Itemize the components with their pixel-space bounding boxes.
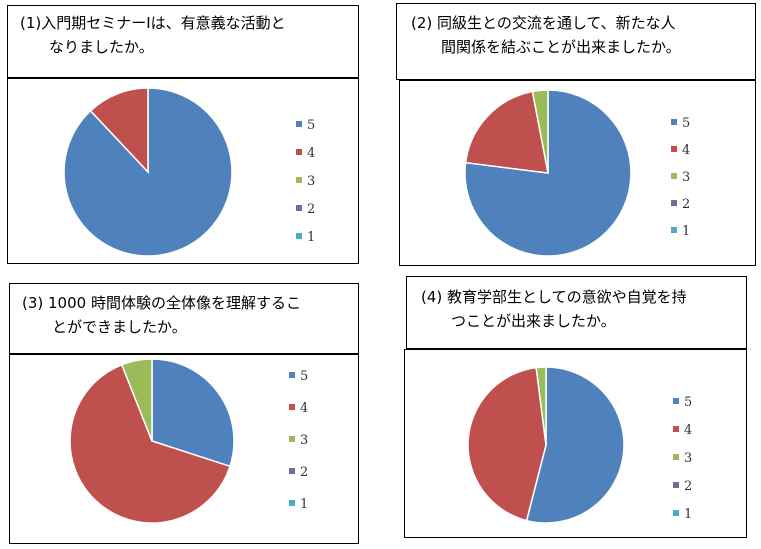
legend-swatch-3 (289, 436, 295, 442)
legend-label-4: 4 (300, 401, 308, 416)
question-2-box: (2) 同級生との交流を通して、新たな人 間関係を結ぶことが出来ましたか。 (396, 3, 756, 80)
legend-swatch-2 (671, 200, 677, 206)
legend-label-3: 3 (682, 170, 690, 185)
pie-slice-4 (69, 363, 231, 524)
legend-swatch-2 (673, 482, 679, 488)
legend-swatch-1 (673, 510, 679, 516)
legend-swatch-4 (671, 146, 677, 152)
pie-chart-3: 5 4 3 2 1 (69, 358, 308, 524)
legend-label-1: 1 (684, 507, 692, 522)
pie-chart-4: 5 4 3 2 1 (467, 366, 692, 524)
legend-swatch-1 (296, 233, 302, 239)
question-2-line1: (2) 同級生との交流を通して、新たな人 (411, 14, 676, 32)
legend-swatch-5 (289, 372, 295, 378)
pie-slice-4 (464, 90, 549, 174)
legend-swatch-3 (673, 454, 679, 460)
legend-label-5: 5 (307, 118, 315, 133)
question-3-box: (3) 1000 時間体験の全体像を理解するこ とができましたか。 (9, 283, 359, 354)
legend-swatch-5 (671, 119, 677, 125)
legend-label-4: 4 (307, 146, 315, 161)
legend-swatch-4 (296, 149, 302, 155)
legend-label-1: 1 (307, 230, 315, 245)
legend-label-4: 4 (682, 143, 690, 158)
question-1-box: (1)入門期セミナーⅠは、有意義な活動と なりましたか。 (7, 5, 359, 78)
legend-swatch-2 (296, 205, 302, 211)
pie-chart-1: 5 4 3 2 1 (63, 87, 315, 257)
pie-slice-4 (467, 366, 547, 522)
legend-label-5: 5 (300, 369, 308, 384)
question-1-line1: (1)入門期セミナーⅠは、有意義な活動と (20, 14, 286, 32)
pie-slice-5 (151, 358, 235, 468)
legend-label-1: 1 (682, 224, 690, 239)
question-2-line2: 間関係を結ぶことが出来ましたか。 (441, 38, 681, 56)
question-1-line2: なりましたか。 (49, 38, 154, 56)
legend-label-1: 1 (300, 497, 308, 512)
legend-swatch-1 (671, 227, 677, 233)
question-4-box: (4) 教育学部生としての意欲や自覚を持 つことが出来ましたか。 (406, 276, 747, 349)
question-3-line1: (3) 1000 時間体験の全体像を理解するこ (22, 294, 301, 312)
pie-slice-3 (531, 89, 549, 174)
legend-swatch-4 (673, 426, 679, 432)
pie-slice-3 (535, 366, 547, 446)
pie-chart-2: 5 4 3 2 1 (464, 89, 690, 257)
pie-slice-4 (89, 87, 149, 174)
pie-slice-5 (525, 366, 625, 524)
legend-label-4: 4 (684, 423, 692, 438)
legend-label-3: 3 (300, 433, 308, 448)
pie-slice-3 (120, 358, 153, 442)
legend-label-3: 3 (684, 451, 692, 466)
legend-swatch-5 (673, 398, 679, 404)
legend-label-2: 2 (684, 479, 692, 494)
legend-label-2: 2 (682, 197, 690, 212)
question-4-line1: (4) 教育学部生としての意欲や自覚を持 (421, 288, 687, 306)
legend-swatch-2 (289, 468, 295, 474)
legend-label-2: 2 (300, 465, 308, 480)
question-3-line2: とができましたか。 (52, 318, 187, 336)
legend-label-3: 3 (307, 174, 315, 189)
legend-swatch-5 (296, 121, 302, 127)
legend-label-5: 5 (684, 395, 692, 410)
pie-slice-5 (63, 87, 233, 257)
legend-label-2: 2 (307, 202, 315, 217)
legend-swatch-1 (289, 500, 295, 506)
question-4-line2: つことが出来ましたか。 (451, 312, 616, 330)
legend-swatch-4 (289, 404, 295, 410)
legend-label-5: 5 (682, 116, 690, 131)
legend-swatch-3 (296, 177, 302, 183)
legend-swatch-3 (671, 173, 677, 179)
